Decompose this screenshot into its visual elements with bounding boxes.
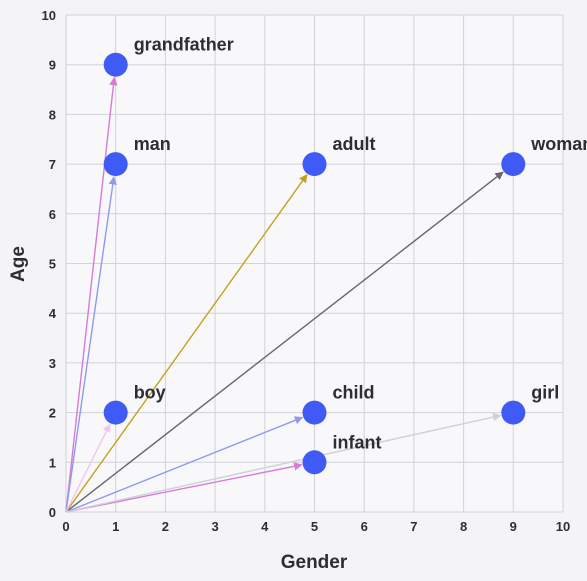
- y-tick-label: 9: [49, 58, 56, 73]
- y-tick-label: 5: [49, 257, 56, 272]
- point-girl: [501, 400, 526, 425]
- point-woman: [501, 152, 526, 177]
- x-tick-label: 9: [510, 519, 517, 534]
- data-points: [103, 52, 526, 475]
- vector-arrow-adult: [65, 173, 308, 513]
- y-tick-label: 3: [49, 356, 56, 371]
- y-tick-label: 7: [49, 157, 56, 172]
- vector-arrow-man: [65, 176, 117, 513]
- point-label-infant: infant: [333, 432, 382, 452]
- point-grandfather: [103, 52, 128, 77]
- point-label-boy: boy: [134, 383, 166, 403]
- y-axis-title: Age: [8, 246, 29, 282]
- y-tick-label: 8: [49, 107, 56, 122]
- y-tick-label: 6: [49, 207, 56, 222]
- grid: [65, 14, 564, 513]
- x-axis-title: Gender: [281, 552, 348, 573]
- x-tick-label: 6: [361, 519, 368, 534]
- point-label-adult: adult: [333, 134, 376, 154]
- vector-arrow-child: [65, 416, 304, 513]
- vector-arrow-infant: [65, 462, 303, 513]
- vector-arrows: [65, 76, 504, 513]
- x-tick-label: 10: [556, 519, 570, 534]
- point-label-man: man: [134, 134, 171, 154]
- point-labels: grandfather man adult woman boy child infant gi…: [134, 35, 587, 453]
- x-tick-label: 8: [460, 519, 467, 534]
- x-tick-label: 0: [62, 519, 69, 534]
- point-adult: [302, 152, 327, 177]
- point-label-woman: woman: [530, 134, 587, 154]
- y-tick-label: 2: [49, 406, 56, 421]
- y-tick-label: 4: [49, 306, 57, 321]
- point-label-child: child: [333, 383, 375, 403]
- point-infant: [302, 450, 327, 475]
- y-tick-label: 1: [49, 455, 56, 470]
- y-tick-label: 0: [49, 505, 56, 520]
- point-man: [103, 152, 128, 177]
- x-tick-label: 7: [410, 519, 417, 534]
- point-child: [302, 400, 327, 425]
- vector-arrow-boy: [65, 423, 111, 513]
- vector-arrow-grandfather: [65, 76, 118, 513]
- vector-arrow-girl: [65, 412, 502, 513]
- x-tick-label: 2: [162, 519, 169, 534]
- y-tick-label: 10: [42, 8, 56, 23]
- x-tick-label: 4: [261, 519, 269, 534]
- x-tick-label: 5: [311, 519, 318, 534]
- axis-ticks: 0 1 2 3 4 5 6 7 8 9 10 0 1 2 3 4 5 6 7 8 9 10: [42, 8, 571, 534]
- point-label-grandfather: grandfather: [134, 35, 234, 55]
- vector-arrow-woman: [65, 171, 504, 513]
- x-tick-label: 3: [211, 519, 218, 534]
- point-label-girl: girl: [531, 383, 559, 403]
- x-tick-label: 1: [112, 519, 119, 534]
- point-boy: [103, 400, 128, 425]
